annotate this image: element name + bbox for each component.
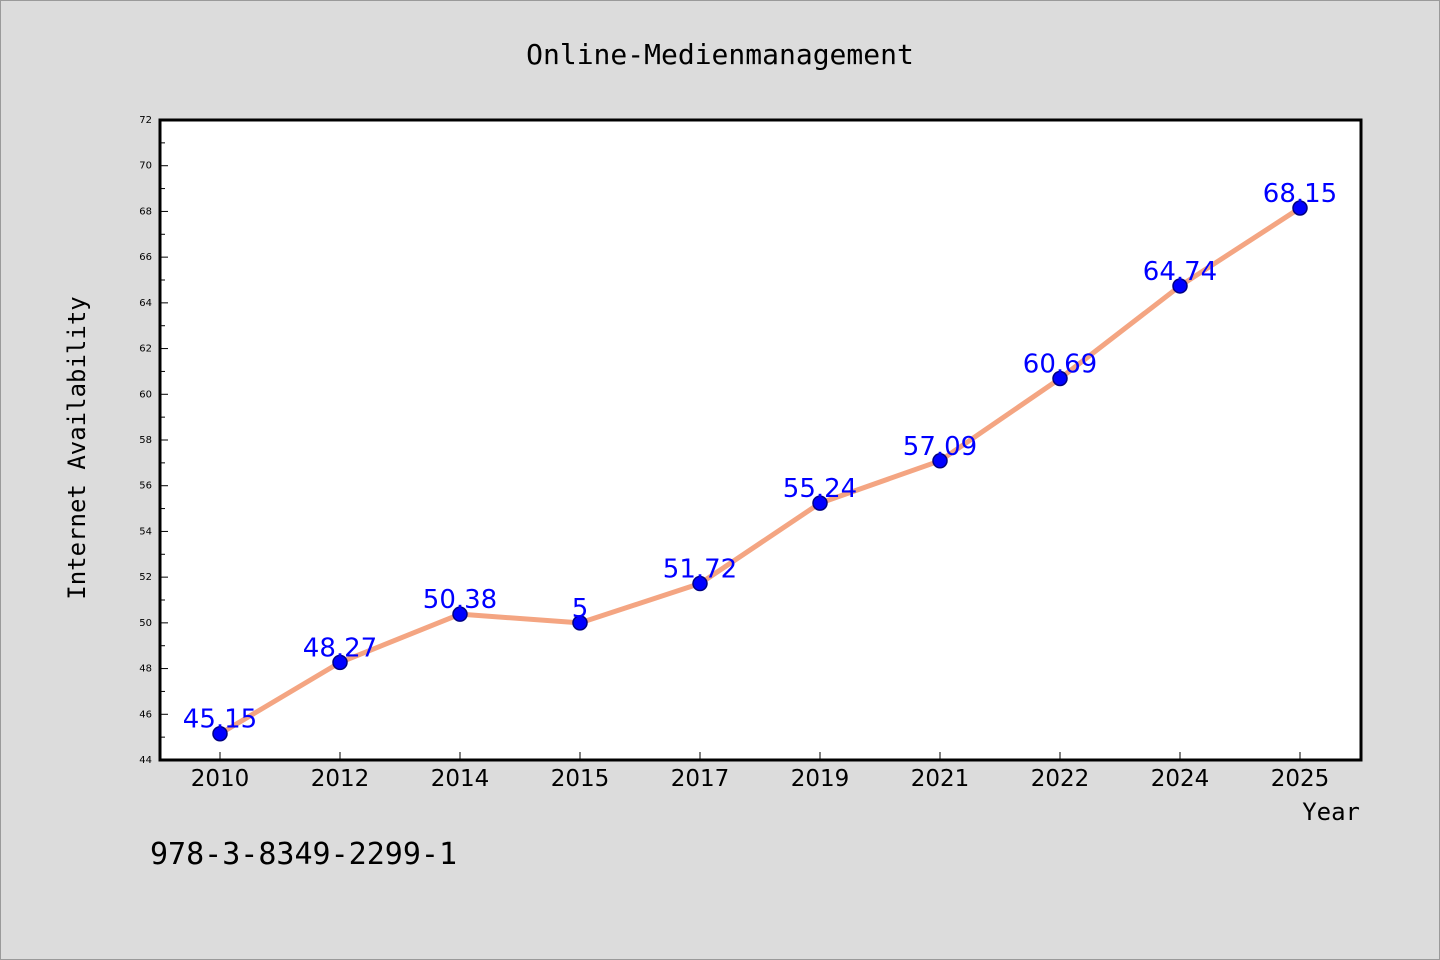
data-labels: 45.15 48.27 50.38 5 51.72 55.24 57.09 60.69 64.7… (183, 179, 1337, 735)
series-markers (212, 200, 1308, 742)
x-tick-label: 2025 (1271, 766, 1330, 792)
x-tick-label: 2022 (1031, 766, 1090, 792)
y-tick-label: 44 (139, 755, 152, 766)
y-tick-label: 46 (139, 709, 152, 720)
y-tick-label: 62 (139, 344, 152, 355)
x-axis: 2010 2012 2014 2015 2017 2019 2021 2022 2024 2025 (191, 752, 1330, 792)
data-label: 55.24 (783, 474, 857, 504)
y-tick-label: 58 (139, 435, 152, 446)
y-tick-label: 70 (139, 161, 152, 172)
x-tick-label: 2014 (431, 766, 490, 792)
data-point (332, 654, 348, 671)
data-point (932, 453, 948, 469)
data-label: 5 (572, 594, 589, 624)
data-label: 60.69 (1023, 350, 1097, 380)
x-tick-label: 2017 (671, 766, 730, 792)
y-tick-label: 52 (139, 572, 152, 583)
y-axis: 44 46 48 50 52 54 56 58 60 62 64 66 68 70 72 (139, 115, 168, 766)
chart-title: Online-Medienmanagement (526, 38, 914, 71)
data-label: 48.27 (303, 633, 377, 663)
footer-isbn: 978-3-8349-2299-1 (150, 837, 457, 872)
data-point (692, 575, 708, 592)
data-label: 51.72 (663, 555, 737, 585)
y-tick-label: 60 (139, 389, 152, 400)
x-tick-label: 2012 (311, 766, 370, 792)
data-point (212, 725, 228, 742)
y-tick-label: 68 (139, 206, 152, 217)
data-label: 68.15 (1263, 179, 1337, 209)
y-tick-label: 56 (139, 481, 152, 492)
series-line (217, 205, 1303, 737)
data-label: 57.09 (903, 432, 977, 462)
x-tick-label: 2021 (911, 766, 970, 792)
data-label: 50.38 (423, 585, 497, 615)
data-point (572, 615, 588, 631)
data-point (1172, 278, 1188, 294)
data-point (1292, 200, 1308, 216)
y-tick-label: 64 (139, 298, 152, 309)
data-label: 45.15 (183, 705, 257, 735)
x-tick-label: 2015 (551, 766, 610, 792)
y-tick-label: 50 (139, 618, 152, 629)
data-label: 64.74 (1143, 257, 1217, 287)
x-tick-label: 2019 (791, 766, 850, 792)
y-axis-label: Internet Availability (63, 296, 91, 599)
y-tick-label: 66 (139, 252, 152, 263)
y-tick-label: 54 (139, 526, 152, 537)
data-point (1052, 370, 1068, 387)
x-tick-label: 2024 (1151, 766, 1210, 792)
data-point (812, 495, 828, 511)
y-tick-label: 72 (139, 115, 152, 126)
y-tick-label: 48 (139, 664, 152, 675)
x-tick-label: 2010 (191, 766, 250, 792)
x-axis-label: Year (1302, 798, 1360, 826)
data-point (452, 606, 468, 622)
